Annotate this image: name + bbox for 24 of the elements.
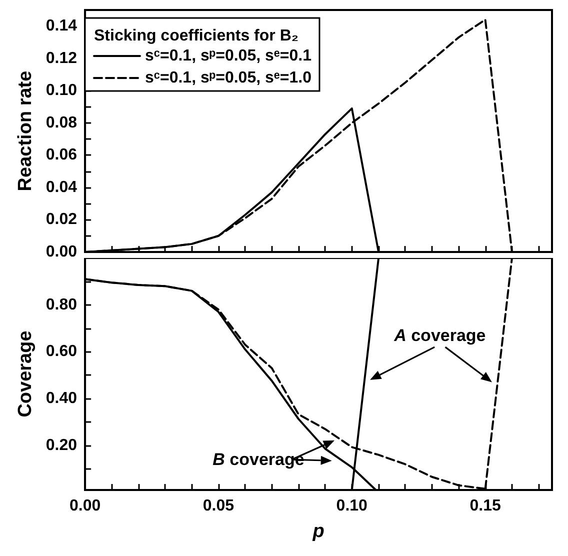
annotation: A coverage xyxy=(393,326,486,345)
legend-label: sᶜ=0.1, sᵖ=0.05, sᵉ=0.1 xyxy=(145,48,312,64)
y-axis-title: Reaction rate xyxy=(15,70,36,192)
y-tick-label: 0.20 xyxy=(46,436,78,454)
y-tick-label: 0.04 xyxy=(46,178,78,196)
y-tick-label: 0.10 xyxy=(46,82,78,100)
y-tick-label: 0.08 xyxy=(46,114,78,132)
y-axis-title: Coverage xyxy=(15,330,36,418)
annotation: B coverage xyxy=(212,450,304,470)
x-tick-label: 0.15 xyxy=(470,498,501,514)
x-tick-label: 0.00 xyxy=(69,498,101,514)
y-tick-label: 0.60 xyxy=(46,343,78,360)
x-tick-label: 0.10 xyxy=(336,498,368,514)
y-tick-label: 0.12 xyxy=(46,50,78,67)
y-tick-label: 0.06 xyxy=(46,146,78,164)
y-tick-label: 0.40 xyxy=(46,390,78,408)
y-tick-label: 0.02 xyxy=(46,211,78,228)
y-tick-label: 0.00 xyxy=(46,244,78,260)
legend-title: Sticking coefficients for B₂ xyxy=(94,28,298,44)
y-tick-label: 0.14 xyxy=(46,18,78,35)
x-axis-title: p xyxy=(312,521,324,542)
legend-label: sᶜ=0.1, sᵖ=0.05, sᵉ=1.0 xyxy=(145,70,312,86)
y-tick-label: 0.80 xyxy=(46,296,78,314)
x-tick-label: 0.05 xyxy=(202,498,234,514)
